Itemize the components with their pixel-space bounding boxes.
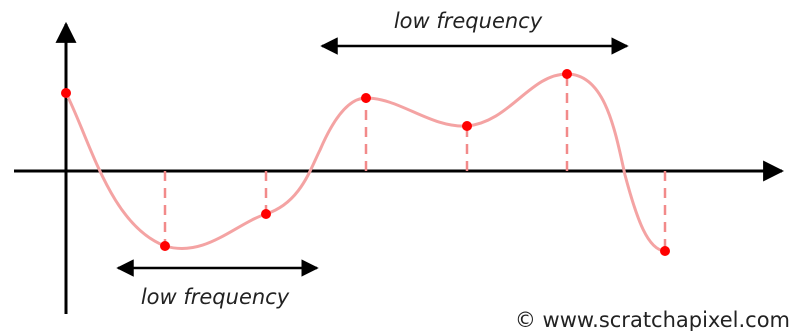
bottom-span-label: low frequency	[141, 285, 290, 309]
top-span-label: low frequency	[394, 9, 543, 33]
sample-lines	[163, 74, 667, 251]
credit-text: © www.scratchapixel.com	[515, 308, 790, 331]
sample-point-6	[562, 69, 572, 79]
sample-point-3	[261, 209, 271, 219]
sample-point-4	[361, 93, 371, 103]
sample-point-2	[160, 241, 170, 251]
sample-point-1	[61, 88, 71, 98]
sample-point-7	[660, 246, 670, 256]
sample-point-5	[462, 121, 472, 131]
sample-points	[61, 69, 670, 256]
